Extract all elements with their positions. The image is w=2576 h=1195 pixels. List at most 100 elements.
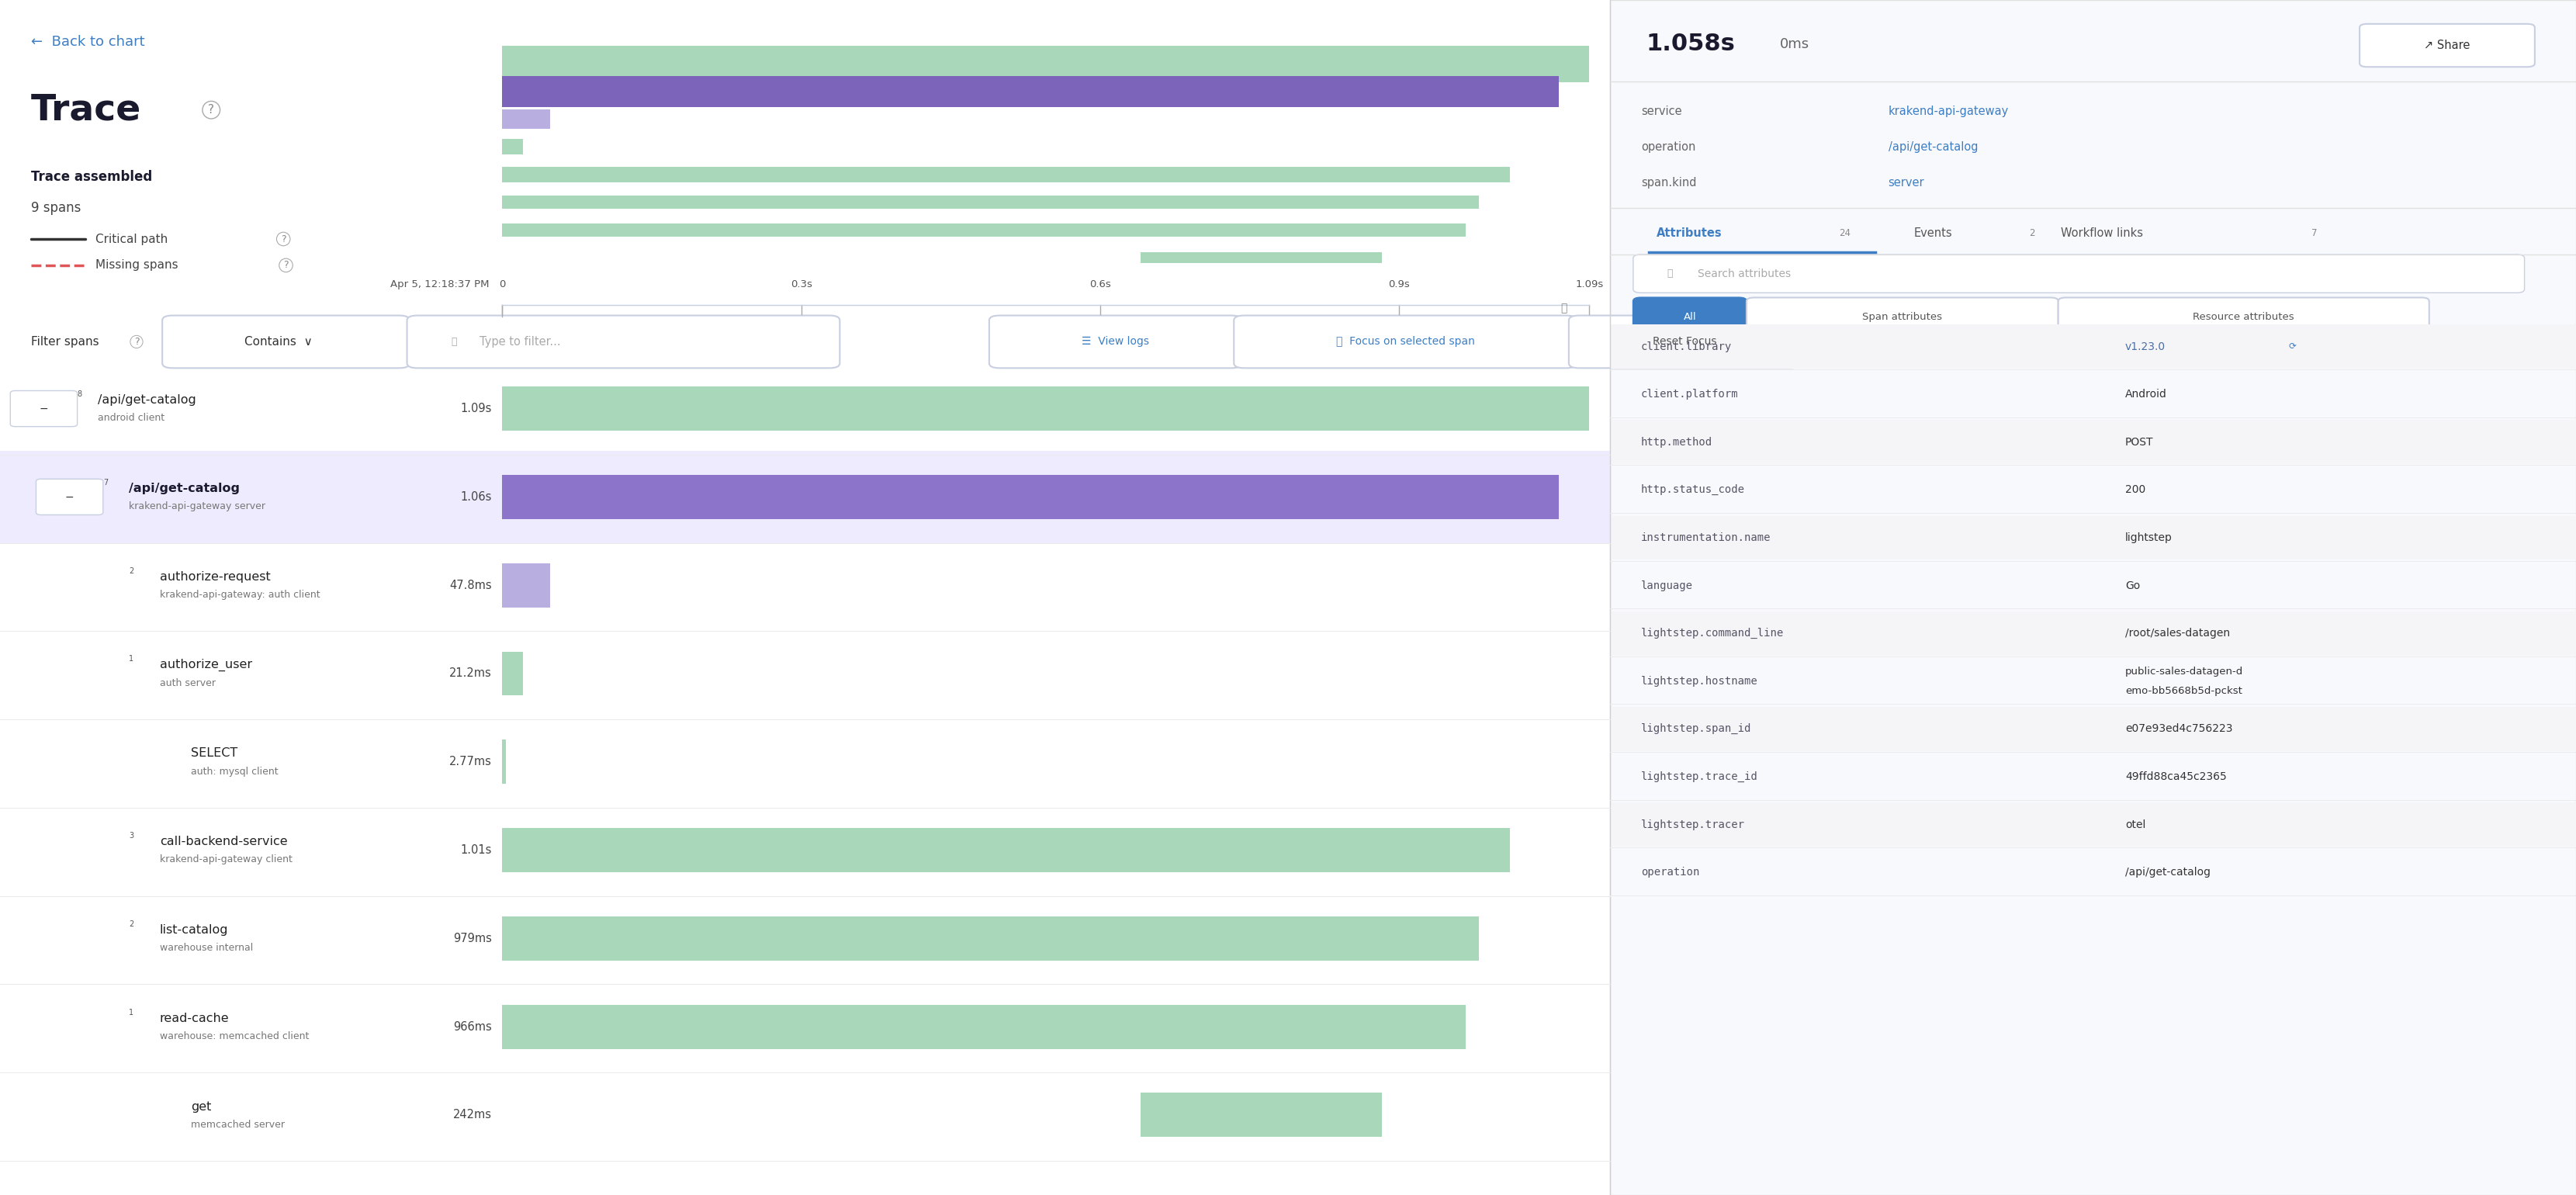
Bar <box>502 917 1479 961</box>
Text: 24: 24 <box>1839 228 1852 238</box>
Text: 7: 7 <box>2311 228 2318 238</box>
FancyBboxPatch shape <box>1569 315 1801 368</box>
Text: Span attributes: Span attributes <box>1862 312 1942 321</box>
Bar <box>502 474 1558 519</box>
Text: Contains  ∨: Contains ∨ <box>245 336 312 348</box>
Bar <box>1610 612 2576 655</box>
Text: lightstep.tracer: lightstep.tracer <box>1641 819 1744 831</box>
Text: language: language <box>1641 580 1692 592</box>
Text: 1.09s: 1.09s <box>1577 280 1602 289</box>
Text: 0ms: 0ms <box>1780 37 1808 51</box>
Text: android client: android client <box>98 413 165 423</box>
Text: 200: 200 <box>2125 484 2146 496</box>
Text: operation: operation <box>1641 141 1695 153</box>
Text: 8: 8 <box>77 391 82 398</box>
Text: 3: 3 <box>129 832 134 840</box>
Bar <box>1610 707 2576 750</box>
Text: lightstep.trace_id: lightstep.trace_id <box>1641 771 1757 783</box>
Text: /api/get-catalog: /api/get-catalog <box>129 483 240 495</box>
Text: krakend-api-gateway server: krakend-api-gateway server <box>129 502 265 511</box>
Bar <box>502 563 551 607</box>
Text: call-backend-service: call-backend-service <box>160 836 289 847</box>
Text: 979ms: 979ms <box>453 932 492 944</box>
Text: /api/get-catalog: /api/get-catalog <box>2125 866 2210 878</box>
Text: lightstep.hostname: lightstep.hostname <box>1641 675 1757 687</box>
Text: ⌖  Focus on selected span: ⌖ Focus on selected span <box>1337 336 1473 348</box>
Text: lightstep: lightstep <box>2125 532 2172 544</box>
Bar <box>1610 516 2576 559</box>
Text: lightstep.span_id: lightstep.span_id <box>1641 723 1752 735</box>
FancyBboxPatch shape <box>1234 315 1577 368</box>
Bar <box>502 828 1510 872</box>
Bar <box>1610 421 2576 464</box>
Text: ?: ? <box>283 261 289 270</box>
Text: authorize_user: authorize_user <box>160 658 252 672</box>
Text: Events: Events <box>1914 227 1953 239</box>
Text: memcached server: memcached server <box>191 1120 283 1129</box>
Bar <box>1610 0 2576 1195</box>
Text: authorize-request: authorize-request <box>160 571 270 583</box>
Text: 0: 0 <box>500 280 505 289</box>
Text: POST: POST <box>2125 436 2154 448</box>
Text: Filter spans: Filter spans <box>31 336 98 348</box>
Text: 🔍: 🔍 <box>451 337 456 347</box>
Text: 🔍: 🔍 <box>1667 269 1672 278</box>
Text: emo-bb5668b5d-pckst: emo-bb5668b5d-pckst <box>2125 686 2241 695</box>
FancyBboxPatch shape <box>162 315 410 368</box>
Text: span.kind: span.kind <box>1641 177 1698 189</box>
Bar <box>1610 325 2576 368</box>
Bar <box>502 139 523 154</box>
Text: krakend-api-gateway client: krakend-api-gateway client <box>160 854 291 865</box>
Text: 7: 7 <box>103 479 108 486</box>
Text: 47.8ms: 47.8ms <box>451 580 492 592</box>
Text: auth server: auth server <box>160 678 216 688</box>
Text: 1: 1 <box>129 1009 134 1016</box>
Bar <box>502 47 1589 82</box>
Text: get: get <box>191 1101 211 1113</box>
Text: Resource attributes: Resource attributes <box>2192 312 2295 321</box>
Text: lightstep.command_line: lightstep.command_line <box>1641 627 1783 639</box>
FancyBboxPatch shape <box>1747 298 2058 336</box>
FancyBboxPatch shape <box>10 391 77 427</box>
Text: 2: 2 <box>2030 228 2035 238</box>
Bar <box>502 167 1510 183</box>
Text: warehouse: memcached client: warehouse: memcached client <box>160 1031 309 1041</box>
Text: 242ms: 242ms <box>453 1109 492 1121</box>
Text: krakend-api-gateway: auth client: krakend-api-gateway: auth client <box>160 590 319 600</box>
Text: /api/get-catalog: /api/get-catalog <box>1888 141 1978 153</box>
Text: Attributes: Attributes <box>1656 227 1721 239</box>
Text: http.status_code: http.status_code <box>1641 484 1744 496</box>
Bar <box>1610 803 2576 846</box>
Bar <box>502 651 523 695</box>
Text: ⏱: ⏱ <box>1561 302 1566 314</box>
Text: 1.058s: 1.058s <box>1646 33 1736 55</box>
Text: v1.23.0: v1.23.0 <box>2125 341 2166 353</box>
Text: client.library: client.library <box>1641 341 1731 353</box>
Text: −: − <box>64 491 75 502</box>
Text: ?: ? <box>134 337 139 347</box>
Text: operation: operation <box>1641 866 1700 878</box>
Text: public-sales-datagen-d: public-sales-datagen-d <box>2125 667 2244 676</box>
FancyBboxPatch shape <box>989 315 1242 368</box>
Text: −: − <box>39 403 49 413</box>
Text: 0.6s: 0.6s <box>1090 280 1110 289</box>
Text: otel: otel <box>2125 819 2146 831</box>
Text: 0.9s: 0.9s <box>1388 280 1409 289</box>
Text: ?: ? <box>209 104 214 116</box>
Bar <box>0 451 1610 543</box>
Text: 2.77ms: 2.77ms <box>448 756 492 767</box>
Text: Android: Android <box>2125 388 2166 400</box>
Text: Critical path: Critical path <box>95 233 167 245</box>
FancyBboxPatch shape <box>1633 255 2524 293</box>
Text: 2: 2 <box>129 566 134 575</box>
Text: Trace assembled: Trace assembled <box>31 170 152 184</box>
Text: Workflow links: Workflow links <box>2061 227 2143 239</box>
Text: 49ffd88ca45c2365: 49ffd88ca45c2365 <box>2125 771 2226 783</box>
FancyBboxPatch shape <box>407 315 840 368</box>
Text: Go: Go <box>2125 580 2141 592</box>
Text: Missing spans: Missing spans <box>95 259 178 271</box>
Text: All: All <box>1682 312 1698 321</box>
Bar <box>502 1005 1466 1049</box>
Text: krakend-api-gateway: krakend-api-gateway <box>1888 105 2009 117</box>
Text: list-catalog: list-catalog <box>160 924 229 936</box>
